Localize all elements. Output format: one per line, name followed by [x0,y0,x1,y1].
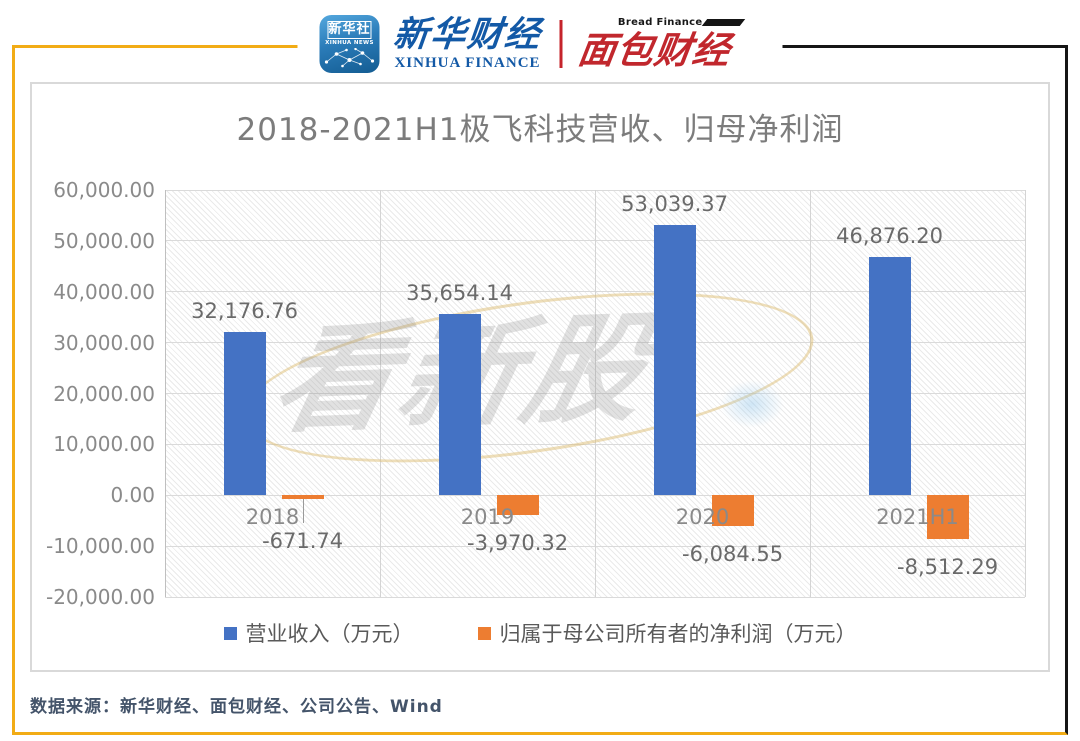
data-label: 46,876.20 [836,223,943,248]
bread-finance-swoosh-icon [701,19,746,26]
gridline-horizontal [165,596,1025,598]
chart-title: 2018-2021H1极飞科技营收、归母净利润 [236,112,844,148]
revenue-bar [868,256,911,496]
xinhua-finance-en: XINHUA FINANCE [394,54,541,71]
legend-item: 营业收入（万元） [223,618,414,648]
xinhua-finance-logo: 新华财经 XINHUA FINANCE [391,14,544,72]
xinhua-news-icon-sublabel: XINHUA NEWS [325,40,374,46]
gridline-vertical [594,190,596,597]
plot-area: 看新股 201832,176.76-671.74201935,654.14-3,… [164,189,1026,598]
category-label: 2019 [460,505,515,530]
revenue-bar [438,313,481,496]
y-axis-tick-label: 40,000.00 [53,279,155,304]
gridline-vertical [1024,190,1026,597]
net-profit-bar [281,495,324,499]
y-axis-tick-label: -20,000.00 [45,585,155,609]
category-label: 2018 [245,505,300,530]
data-source-note: 数据来源：新华财经、面包财经、公司公告、Wind [30,697,443,717]
y-axis-tick-label: 20,000.00 [53,381,155,406]
y-axis-tick-label: -10,000.00 [45,534,155,559]
data-label: -6,084.55 [682,542,784,567]
net-profit-bar [496,495,539,516]
gridline-vertical [379,190,381,597]
data-label: 35,654.14 [406,280,513,305]
bread-finance-logo: Bread Finance 面包财经 [575,17,761,72]
legend-swatch-icon [477,626,491,640]
net-profit-bar [711,495,754,527]
category-label: 2020 [675,505,730,530]
data-label: -671.74 [262,529,344,554]
gridline-vertical [809,190,811,597]
network-pattern-icon [324,48,375,68]
logo-divider [559,20,563,68]
watermark-blob [720,380,784,428]
legend-swatch-icon [223,626,237,640]
legend-label: 营业收入（万元） [245,622,414,646]
net-profit-bar [926,495,969,539]
y-axis-tick-label: 60,000.00 [53,178,155,202]
y-axis-tick-label: 50,000.00 [53,228,155,253]
data-label: -3,970.32 [467,531,569,556]
revenue-bar [653,225,696,496]
y-axis-tick-label: 10,000.00 [53,432,155,457]
legend-label: 归属于母公司所有者的净利润（万元） [499,622,857,646]
bread-finance-en: Bread Finance [617,17,703,28]
xinhua-news-app-icon: 新华社 XINHUA NEWS [319,15,380,73]
y-axis-tick-label: 30,000.00 [53,330,155,355]
label-leader-line [302,499,304,524]
y-axis-line [164,190,166,597]
header-logos: 新华社 XINHUA NEWS 新华财经 XINHUA FINANCE Brea… [297,6,783,82]
data-label: -8,512.29 [897,554,999,579]
chart-legend: 营业收入（万元） 归属于母公司所有者的净利润（万元） [32,618,1048,648]
legend-item: 归属于母公司所有者的净利润（万元） [477,618,857,648]
data-label: 32,176.76 [191,298,298,323]
revenue-bar [223,331,266,496]
xinhua-news-icon-label: 新华社 [327,21,372,39]
category-label: 2021H1 [876,505,959,530]
y-axis-tick-label: 0.00 [110,483,155,508]
xinhua-finance-cn: 新华财经 [391,14,544,55]
bread-finance-cn: 面包财经 [575,29,734,72]
data-label: 53,039.37 [621,192,728,217]
